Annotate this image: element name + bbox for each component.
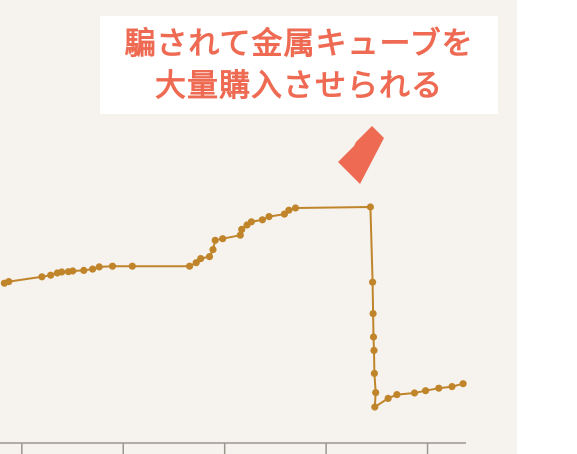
data-point-8: [69, 267, 77, 275]
data-point-34: [370, 346, 378, 354]
data-point-32: [369, 310, 377, 318]
annotation-line-2: 大量購入させられる: [155, 68, 443, 104]
data-point-40: [410, 389, 419, 397]
data-point-41: [422, 387, 430, 395]
data-point-9: [80, 266, 88, 274]
annotation-line-1: 騙されて金属キューブを: [124, 26, 474, 62]
data-point-13: [128, 262, 136, 270]
data-point-28: [285, 206, 293, 214]
data-point-11: [95, 263, 103, 271]
data-point-4: [47, 271, 55, 279]
data-point-44: [459, 380, 467, 388]
data-point-30: [366, 203, 374, 211]
data-point-43: [448, 383, 456, 391]
data-point-37: [371, 403, 379, 411]
data-point-6: [58, 268, 66, 276]
data-point-3: [38, 273, 46, 281]
data-point-24: [247, 218, 255, 226]
data-point-20: [219, 235, 227, 243]
data-point-18: [209, 246, 217, 254]
data-point-14: [186, 262, 194, 270]
arrow-down-left-icon: [338, 126, 384, 184]
data-point-22: [238, 225, 246, 233]
series-line: [4, 206, 464, 408]
series-1: [0, 203, 467, 411]
data-point-39: [393, 391, 401, 399]
data-point-16: [197, 255, 205, 263]
data-point-26: [265, 213, 273, 221]
data-point-19: [211, 236, 219, 244]
right-margin: [517, 0, 577, 454]
data-point-35: [370, 369, 378, 377]
data-point-10: [89, 265, 97, 273]
data-point-38: [384, 394, 392, 402]
data-point-2: [5, 278, 13, 286]
data-point-29: [291, 204, 300, 212]
data-point-12: [108, 262, 117, 270]
data-point-36: [372, 389, 380, 397]
data-point-21: [236, 231, 244, 239]
data-point-17: [205, 253, 214, 261]
data-point-31: [369, 278, 377, 286]
data-point-33: [369, 333, 378, 341]
data-point-42: [435, 384, 443, 392]
data-point-25: [258, 216, 266, 224]
annotation-callout: 騙されて金属キューブを 大量購入させられる: [100, 16, 498, 114]
x-axis: [0, 442, 466, 454]
